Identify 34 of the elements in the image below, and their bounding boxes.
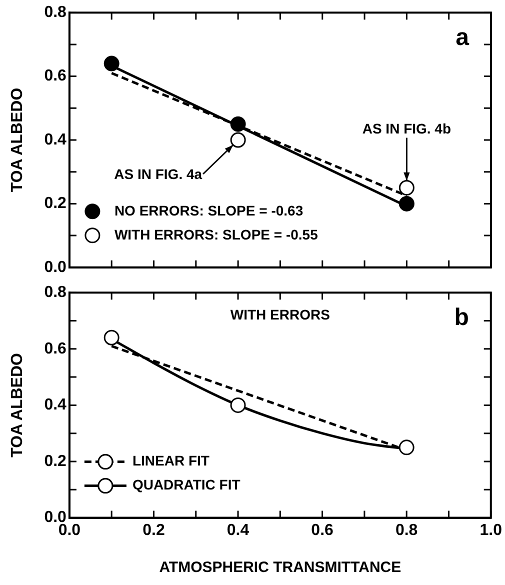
x-tick-label: 0.4 [226,522,250,539]
text: b [454,304,469,332]
y-tick-label: 0.2 [44,195,67,212]
point [104,56,120,72]
y-axis-title: TOA ALBEDO [9,353,26,458]
point [398,196,414,212]
y-tick-label: 0.0 [44,258,67,276]
point [230,132,246,148]
text: WITH ERRORS [230,306,330,322]
annotation: AS IN FIG. 4a [114,166,202,182]
x-axis-title: ATMOSPHERIC TRANSMITTANCE [159,559,402,576]
y-tick-label: 0.2 [44,452,67,470]
legend-label: QUADRATIC FIT [132,476,241,493]
y-tick-label: 0.8 [44,4,67,22]
y-tick-label: 0.6 [44,68,67,85]
point [230,397,246,413]
y-tick-label: 0.4 [44,396,67,414]
point [398,440,414,456]
x-tick-label: 0.2 [142,522,165,539]
annotation: AS IN FIG. 4b [362,120,452,137]
point [104,330,120,346]
y-tick-label: 0.8 [44,284,67,302]
x-tick-label: 0.6 [311,522,334,539]
y-tick-label: 0.4 [44,131,67,148]
point [230,116,246,132]
x-tick-label: 0.8 [395,522,418,539]
y-tick-label: 0.6 [44,340,67,358]
text: a [456,24,470,52]
legend-label: WITH ERRORS: SLOPE = -0.55 [114,226,318,242]
x-tick-label: 1.0 [480,522,502,539]
point [398,180,414,196]
y-axis-title: TOA ALBEDO [9,88,26,192]
legend-label: NO ERRORS: SLOPE = -0.63 [114,202,304,218]
legend-label: LINEAR FIT [132,452,210,469]
